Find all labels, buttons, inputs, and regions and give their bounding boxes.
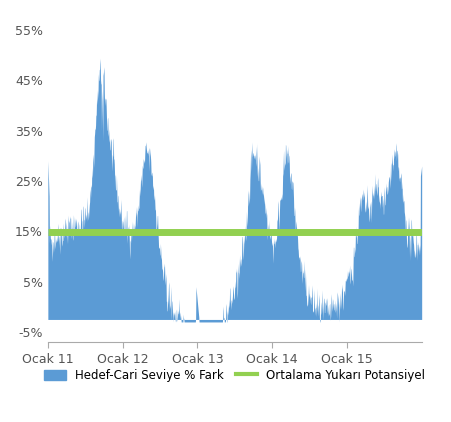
- Legend: Hedef-Cari Seviye % Fark, Ortalama Yukarı Potansiyel: Hedef-Cari Seviye % Fark, Ortalama Yukar…: [44, 369, 424, 382]
